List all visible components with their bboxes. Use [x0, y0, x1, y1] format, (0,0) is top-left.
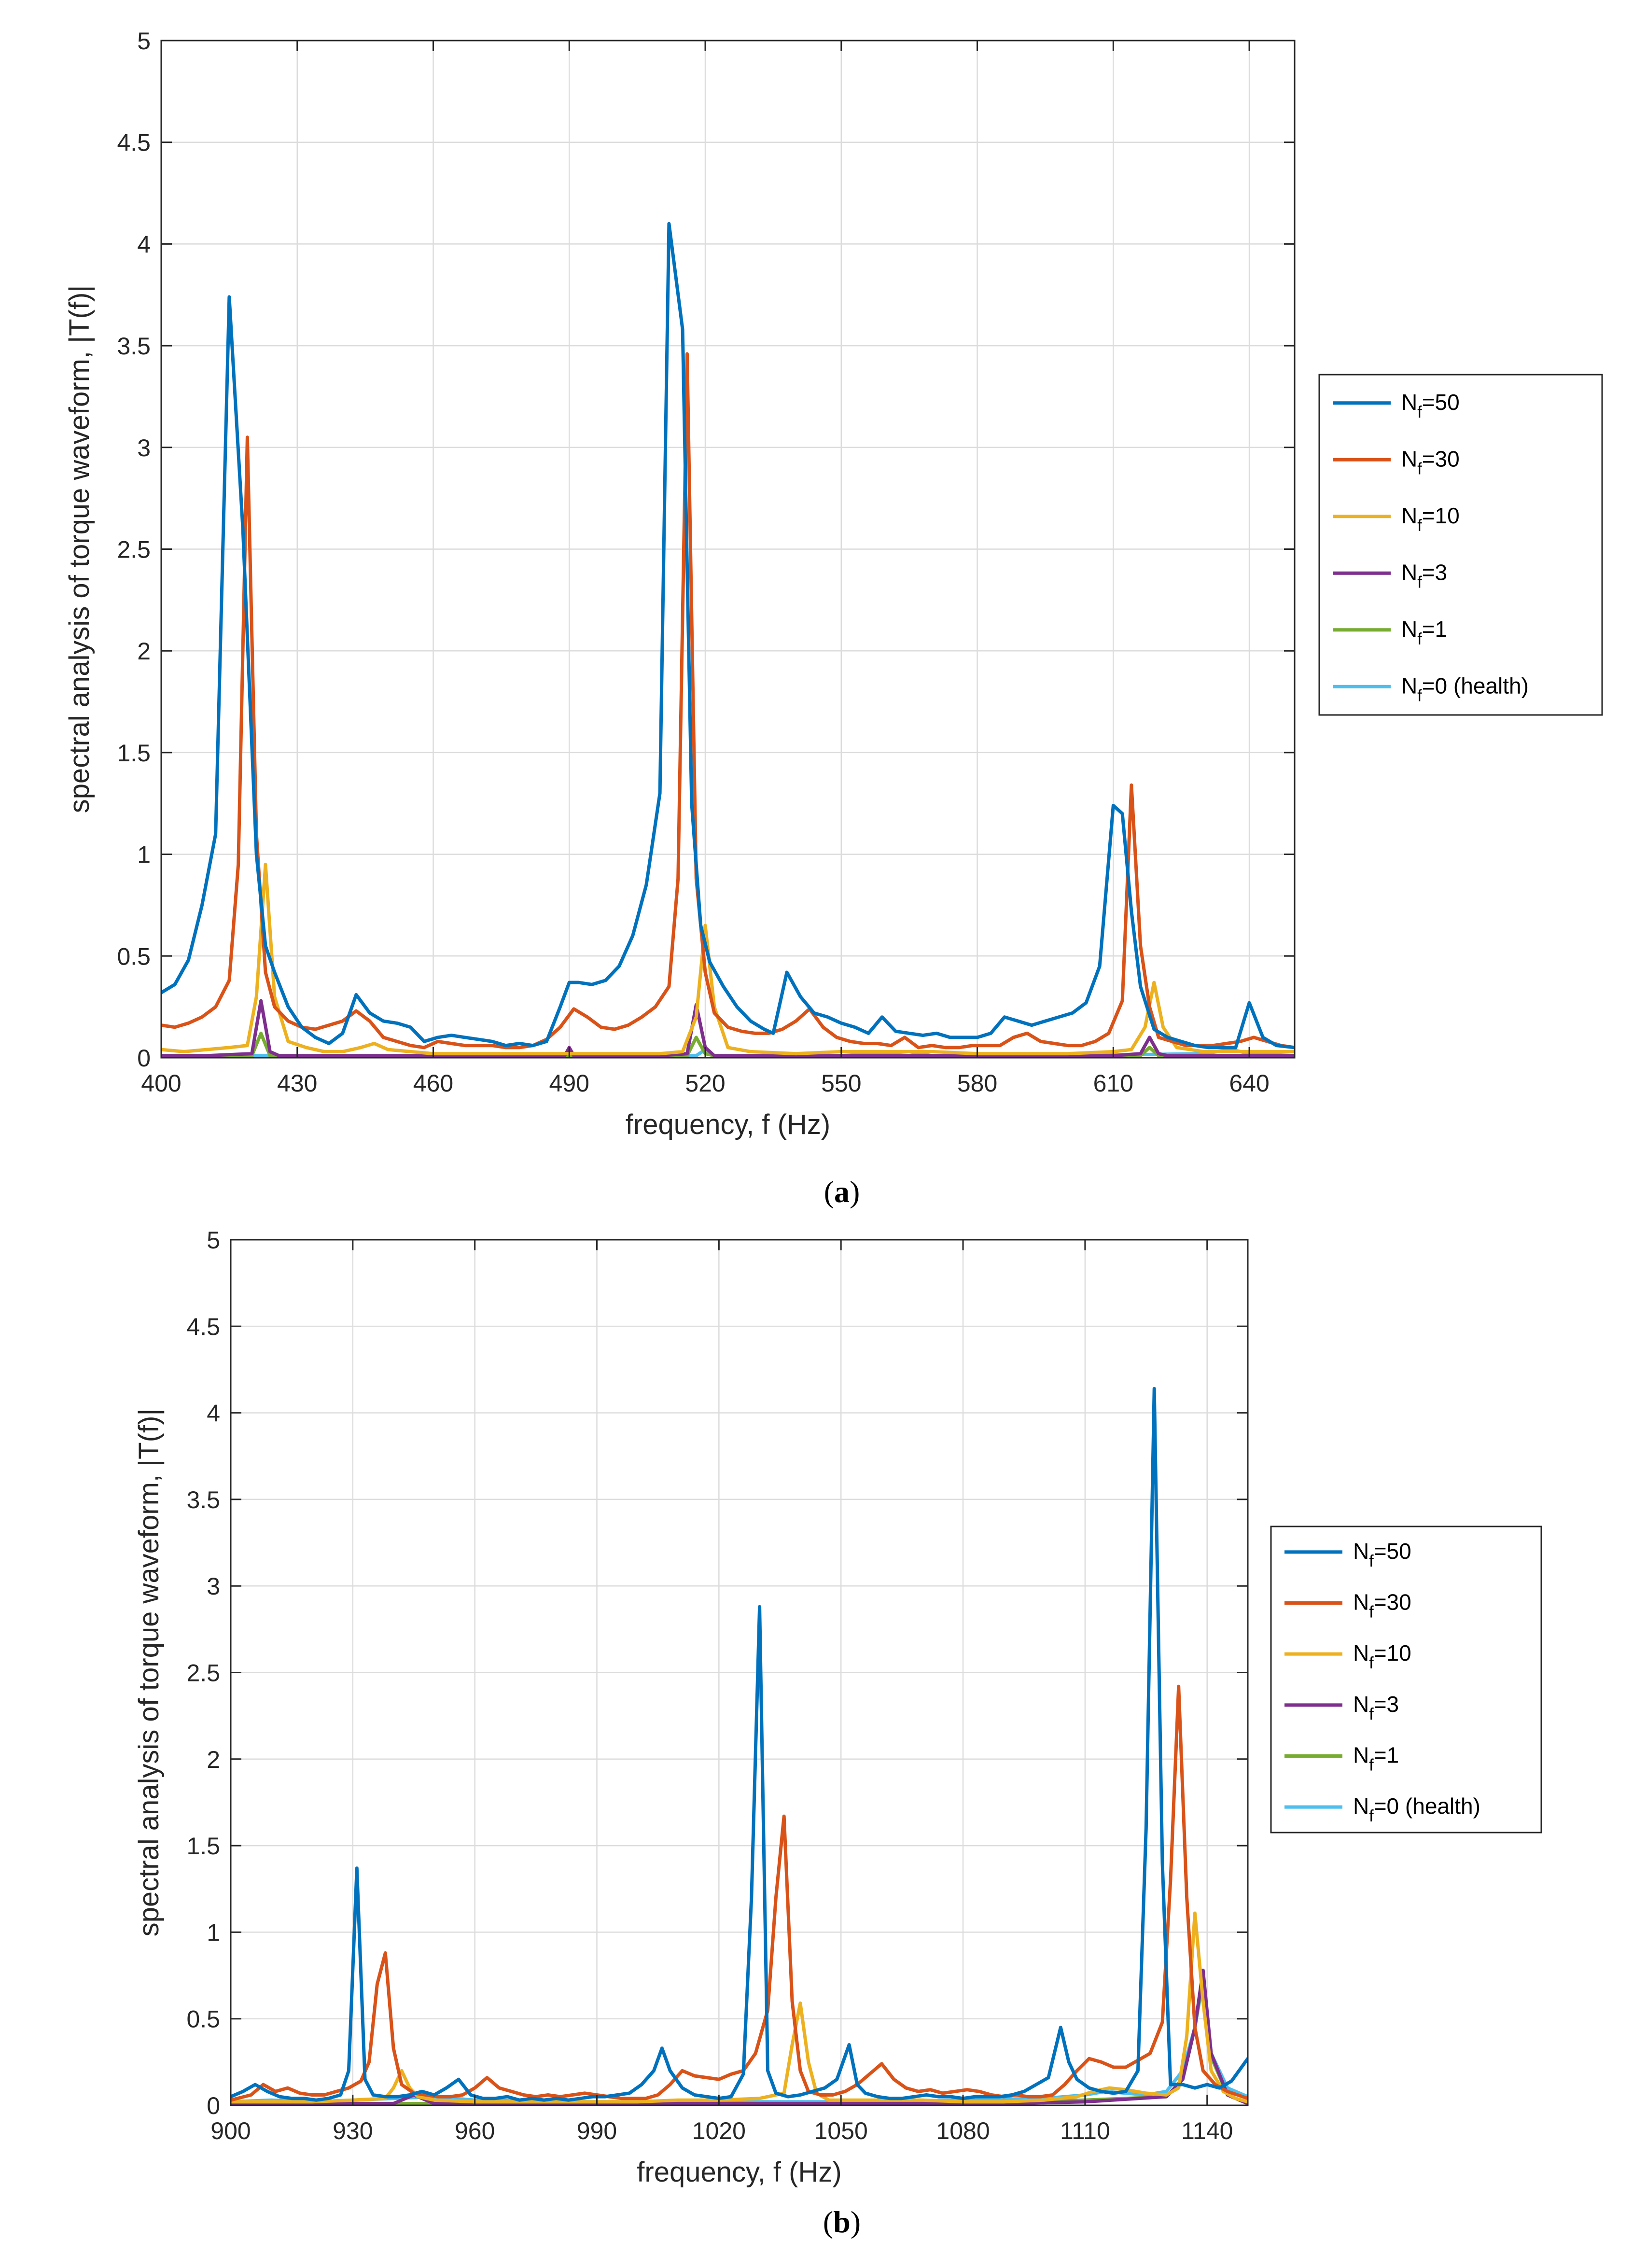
x-tick-label: 1110	[1060, 2117, 1110, 2144]
legend-label: Nf=30	[1401, 446, 1460, 478]
y-tick-label: 3.5	[117, 333, 151, 360]
legend-label: Nf=3	[1401, 560, 1447, 591]
x-tick-label: 400	[141, 1070, 181, 1097]
y-tick-label: 1.5	[117, 740, 151, 767]
y-tick-label: 2.5	[186, 1660, 220, 1687]
y-tick-label: 4	[207, 1400, 220, 1427]
y-tick-label: 4	[137, 231, 151, 258]
x-tick-label: 460	[413, 1070, 453, 1097]
legend-item: Nf=50	[1284, 1539, 1411, 1570]
legend-box	[1318, 374, 1603, 716]
legend-label: Nf=0 (health)	[1401, 673, 1529, 705]
series-line-n-f-30	[231, 1684, 1248, 2102]
y-tick-label: 4.5	[186, 1313, 220, 1340]
x-tick-label: 520	[685, 1070, 725, 1097]
series-line-n-f-10	[161, 863, 1295, 1056]
legend-item: Nf=30	[1284, 1590, 1411, 1622]
legend-label: Nf=1	[1353, 1743, 1399, 1775]
x-tick-label: 900	[210, 2117, 251, 2144]
y-tick-label: 0	[137, 1045, 151, 1072]
y-tick-label: 4.5	[117, 129, 151, 156]
y-tick-label: 1	[207, 1919, 220, 1946]
x-tick-label: 610	[1093, 1070, 1133, 1097]
y-tick-label: 0	[207, 2092, 220, 2119]
series-line-n-f-50	[161, 222, 1295, 1050]
panel-a: 400 430 460 490 520 550 580 610 640 0 0.5 1 1.5 2 2.5 3…	[64, 28, 1603, 1209]
x-tick-label: 1020	[692, 2117, 746, 2144]
x-tick-label: 580	[957, 1070, 997, 1097]
x-axis-label: frequency, f (Hz)	[626, 1109, 830, 1140]
legend-label: Nf=50	[1353, 1539, 1411, 1570]
x-tick-label: 990	[577, 2117, 617, 2144]
legend: Nf=50 Nf=30 Nf=10 Nf=3 Nf=1 Nf=0 (health)	[1270, 1526, 1542, 1834]
x-tick-label: 550	[821, 1070, 861, 1097]
series-line-n-f-30	[161, 352, 1295, 1050]
y-tick-label: 2.5	[117, 536, 151, 563]
y-tick-label: 5	[137, 28, 151, 55]
y-axis-label: spectral analysis of torque waveform, |T…	[64, 285, 95, 813]
legend-item: Nf=50	[1333, 390, 1460, 421]
x-tick-label: 430	[277, 1070, 317, 1097]
legend-label: Nf=10	[1401, 503, 1460, 535]
x-tick-label: 1050	[814, 2117, 868, 2144]
y-tick-label: 5	[207, 1227, 220, 1254]
y-tick-label: 0.5	[117, 943, 151, 970]
legend-label: Nf=50	[1401, 390, 1460, 421]
x-axis-label: frequency, f (Hz)	[637, 2156, 841, 2188]
y-axis-label: spectral analysis of torque waveform, |T…	[133, 1409, 165, 1937]
legend-label: Nf=30	[1353, 1590, 1411, 1622]
legend-item: Nf=0 (health)	[1333, 673, 1529, 705]
y-tick-label: 3.5	[186, 1486, 220, 1513]
x-tick-label: 960	[455, 2117, 495, 2144]
y-tick-label: 3	[137, 434, 151, 462]
legend-label: Nf=1	[1401, 616, 1447, 648]
legend-label: Nf=10	[1353, 1640, 1411, 1672]
series-line-n-f-50	[231, 1386, 1248, 2102]
legend-label: Nf=3	[1353, 1692, 1399, 1723]
x-tick-label: 490	[549, 1070, 589, 1097]
y-tick-label: 2	[207, 1746, 220, 1773]
x-tick-label: 930	[333, 2117, 373, 2144]
y-tick-label: 0.5	[186, 2006, 220, 2033]
panel-caption-a: (a)	[824, 1175, 860, 1209]
y-tick-label: 2	[137, 638, 151, 665]
panel-b: 900 930 960 990 1020 1050 1080 1110 1140 0 0.5 1 1.5…	[133, 1227, 1542, 2239]
legend-item: Nf=1	[1284, 1743, 1399, 1775]
legend: Nf=50 Nf=30 Nf=10 Nf=3 Nf=1 Nf=0 (health)	[1318, 374, 1603, 716]
legend-box	[1270, 1526, 1542, 1834]
y-tick-label: 3	[207, 1573, 220, 1600]
legend-item: Nf=0 (health)	[1284, 1793, 1480, 1825]
panel-caption-b: (b)	[823, 2205, 861, 2239]
legend-item: Nf=10	[1333, 503, 1460, 535]
x-tick-label: 1140	[1181, 2117, 1233, 2144]
x-tick-label: 1080	[936, 2117, 990, 2144]
legend-item: Nf=3	[1284, 1692, 1399, 1723]
legend-item: Nf=3	[1333, 560, 1447, 591]
x-tick-label: 640	[1229, 1070, 1269, 1097]
y-tick-label: 1	[137, 841, 151, 868]
legend-item: Nf=1	[1333, 616, 1447, 648]
y-tick-label: 1.5	[186, 1833, 220, 1860]
legend-item: Nf=10	[1284, 1640, 1411, 1672]
legend-item: Nf=30	[1333, 446, 1460, 478]
legend-label: Nf=0 (health)	[1353, 1793, 1480, 1825]
